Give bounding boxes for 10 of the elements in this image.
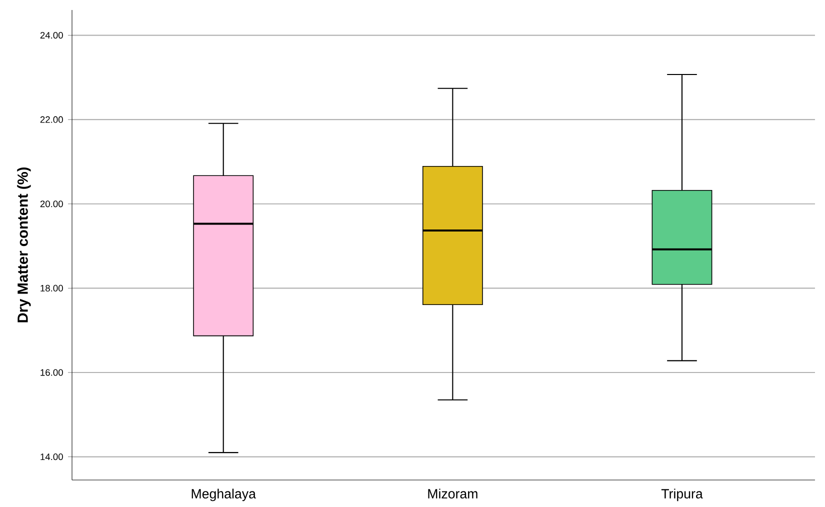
y-tick-label: 24.00: [40, 32, 63, 39]
y-tick-label: 18.00: [40, 284, 63, 292]
y-tick-label: 16.00: [40, 369, 63, 376]
y-axis-title: Dry Matter content (%): [17, 168, 31, 322]
y-tick-label: 22.00: [40, 116, 63, 123]
x-tick-label: Tripura: [661, 488, 703, 502]
x-tick-label: Mizoram: [428, 488, 478, 498]
y-tick-label: 14.00: [40, 454, 63, 460]
y-tick-label: 20.00: [40, 200, 63, 208]
x-tick-label: Meghalaya: [192, 488, 256, 502]
